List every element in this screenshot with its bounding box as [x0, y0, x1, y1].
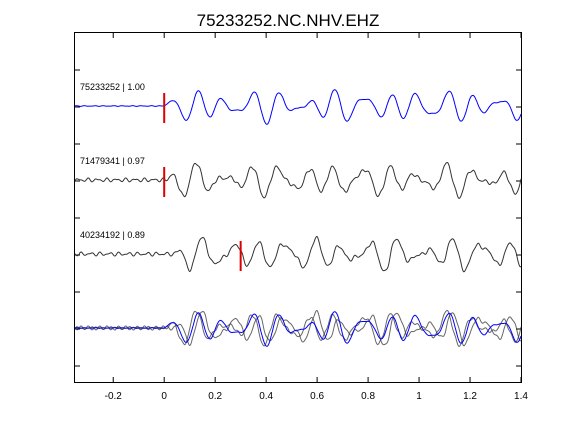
trace-line-71479341: [74, 161, 522, 199]
chart-title: 75233252.NC.NHV.EHZ: [197, 11, 380, 30]
trace-group: [74, 89, 522, 273]
plot-frame: [74, 32, 522, 383]
x-tick-label: 0.6: [310, 391, 324, 402]
x-tick-label: 1.2: [463, 391, 477, 402]
x-tick-label: 0.8: [361, 391, 375, 402]
trace-label-71479341: 71479341 | 0.97: [80, 156, 145, 166]
x-axis: -0.2 0 0.2 0.4 0.6 0.8 1 1.2 1.4: [105, 33, 528, 402]
overlay-group: [74, 309, 522, 347]
overlay-line-40234192: [74, 309, 522, 347]
trace-label-group: 75233252 | 1.00 71479341 | 0.97 40234192 |…: [80, 82, 145, 240]
trace-label-40234192: 40234192 | 0.89: [80, 230, 145, 240]
x-tick-label: 1: [416, 391, 422, 402]
trace-line-40234192: [74, 235, 522, 273]
x-tick-label: 1.4: [514, 391, 528, 402]
overlay-line-71479341: [74, 309, 522, 347]
x-tick-label: -0.2: [105, 391, 123, 402]
x-tick-label: 0: [161, 391, 167, 402]
trace-label-75233252: 75233252 | 1.00: [80, 82, 145, 92]
x-tick-label: 0.2: [208, 391, 222, 402]
trace-line-75233252: [74, 89, 522, 125]
overlay-line-75233252: [74, 311, 522, 347]
x-tick-label: 0.4: [259, 391, 273, 402]
